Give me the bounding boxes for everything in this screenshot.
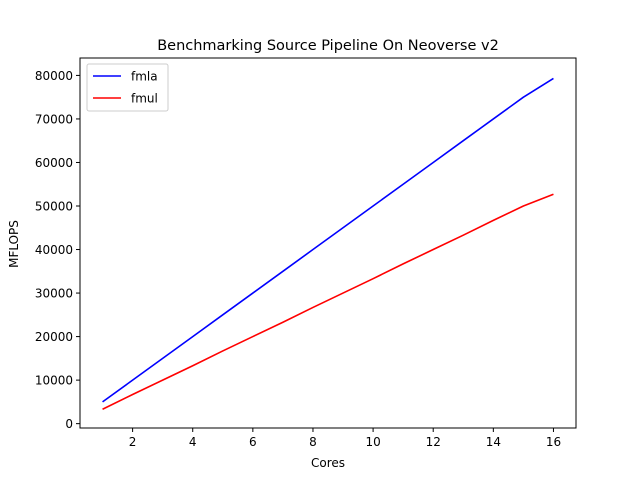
legend-label-fmla: fmla (131, 70, 158, 84)
x-axis-label: Cores (311, 456, 345, 470)
x-tick-label: 6 (249, 435, 257, 449)
legend: fmla fmul (86, 63, 169, 112)
y-axis-label: MFLOPS (7, 220, 21, 268)
x-tick-label: 16 (546, 435, 561, 449)
legend-label-fmul: fmul (131, 92, 158, 106)
chart-title: Benchmarking Source Pipeline On Neoverse… (157, 38, 499, 54)
y-tick-label: 60000 (35, 156, 73, 170)
y-tick-label: 20000 (35, 330, 73, 344)
series-layer (102, 77, 554, 410)
series-line-fmla (102, 77, 554, 403)
x-tick-label: 4 (189, 435, 197, 449)
y-tick-label: 80000 (35, 69, 73, 83)
y-tick-label: 0 (65, 417, 73, 431)
y-tick-label: 70000 (35, 112, 73, 126)
y-tick-label: 40000 (35, 243, 73, 257)
y-tick-label: 30000 (35, 287, 73, 301)
x-tick-label: 10 (365, 435, 380, 449)
x-tick-label: 2 (129, 435, 137, 449)
series-line-fmul (102, 193, 554, 410)
y-tick-label: 50000 (35, 200, 73, 214)
y-tick-label: 10000 (35, 374, 73, 388)
x-tick-label: 14 (486, 435, 501, 449)
plot-frame (79, 57, 577, 429)
x-tick-label: 12 (426, 435, 441, 449)
axes-layer: 2 4 6 8 10 12 14 16 0 10000 20000 30000 40000 50000 60… (35, 57, 577, 449)
x-tick-label: 8 (309, 435, 317, 449)
